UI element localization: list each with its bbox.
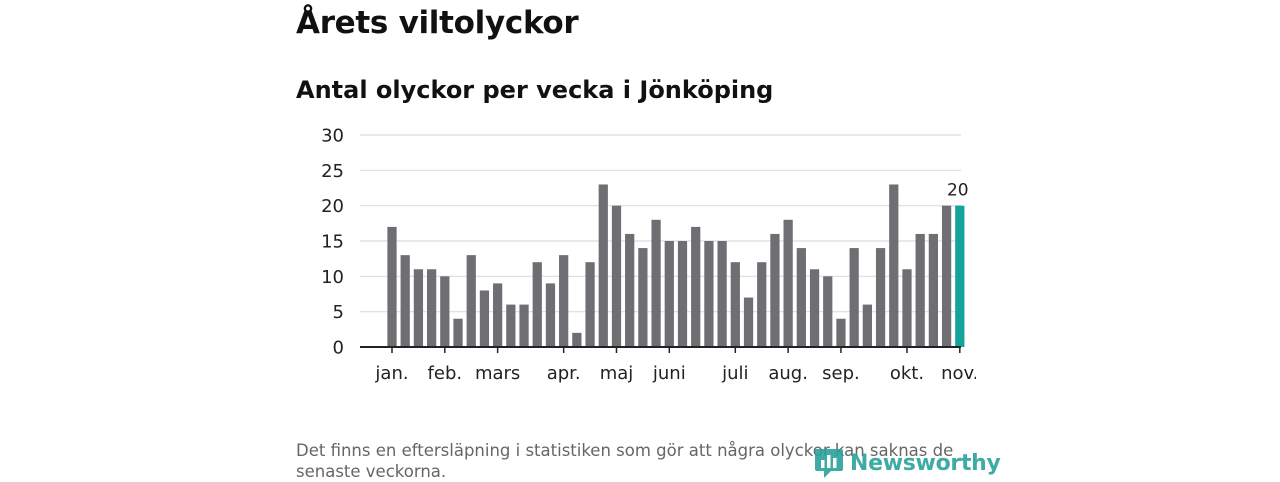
bar <box>915 233 925 347</box>
bar <box>902 269 912 347</box>
bar <box>770 233 780 347</box>
bar <box>928 233 939 347</box>
newsworthy-logo-icon <box>815 449 843 478</box>
bar <box>757 262 767 347</box>
bar <box>426 269 437 347</box>
bar <box>691 226 701 347</box>
bar <box>875 248 886 347</box>
bar <box>638 248 648 347</box>
bar-highlight <box>955 205 965 347</box>
bar <box>532 262 542 347</box>
bar <box>730 262 740 347</box>
bar <box>479 290 490 347</box>
x-tick-label: juni <box>652 363 686 384</box>
bar <box>704 241 714 347</box>
bar <box>387 226 397 347</box>
bar <box>559 255 569 347</box>
bar <box>413 269 424 347</box>
bar <box>506 304 516 347</box>
x-tick-label: aug. <box>768 363 808 384</box>
y-tick-label: 0 <box>333 338 344 359</box>
bar <box>889 184 899 347</box>
bar <box>453 318 463 347</box>
bar <box>400 255 410 347</box>
bar-chart: 0 5 10 15 20 25 30 jan. feb. mars apr. maj juni juli a… <box>321 126 976 385</box>
y-tick-label: 30 <box>321 126 344 147</box>
y-tick-label: 20 <box>321 196 344 217</box>
bar <box>611 205 622 347</box>
bar <box>677 241 688 347</box>
bar <box>572 332 582 347</box>
bar <box>862 304 872 347</box>
y-tick-label: 15 <box>321 232 344 253</box>
bar <box>625 233 635 347</box>
newsworthy-logo: Newsworthy <box>814 446 1001 480</box>
bar <box>849 248 859 347</box>
chart-title: Årets viltolyckor <box>296 5 579 41</box>
data-label-latest: 20 <box>947 181 969 201</box>
logo-text: Newsworthy <box>850 450 1001 476</box>
x-tick-label: maj <box>600 363 634 384</box>
chart-subtitle: Antal olyckor per vecka i Jönköping <box>296 76 774 104</box>
bar <box>809 269 820 347</box>
bar <box>823 276 833 347</box>
x-tick-label: feb. <box>428 363 463 384</box>
x-tick-label: juli <box>721 363 748 384</box>
x-tick-label: sep. <box>822 363 860 384</box>
bar <box>440 276 450 347</box>
bar <box>493 283 503 347</box>
bar <box>598 184 608 347</box>
bar <box>585 262 595 347</box>
x-tick-label: okt. <box>890 363 924 384</box>
bar <box>466 255 476 347</box>
bar <box>836 318 846 347</box>
bar <box>651 219 661 347</box>
bar <box>941 205 952 347</box>
bar <box>743 297 754 347</box>
bar <box>545 283 556 347</box>
bar <box>519 304 529 347</box>
y-tick-label: 25 <box>321 161 344 182</box>
x-tick-label: mars <box>475 363 520 384</box>
bar <box>796 248 806 347</box>
x-tick-label: jan. <box>374 363 408 384</box>
y-tick-label: 10 <box>321 267 344 288</box>
footnote: Det finns en eftersläpning i statistiken… <box>296 441 954 481</box>
bar <box>783 219 793 347</box>
x-tick-label: apr. <box>547 363 581 384</box>
x-tick-label: nov. <box>941 363 976 384</box>
y-tick-label: 5 <box>333 302 344 323</box>
bar <box>664 241 674 347</box>
bar <box>717 241 727 347</box>
